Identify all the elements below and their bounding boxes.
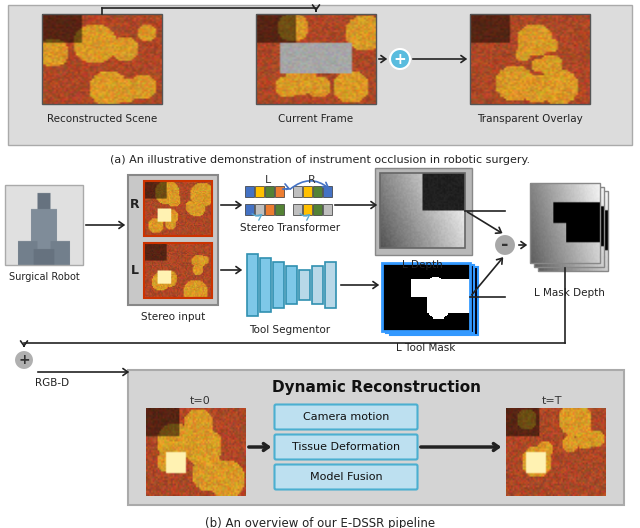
Text: +: +	[394, 52, 406, 67]
Bar	[293, 204, 302, 215]
Bar	[144, 181, 212, 236]
Bar	[534, 187, 604, 267]
Circle shape	[390, 49, 410, 69]
Bar	[470, 14, 590, 104]
Text: L Depth: L Depth	[402, 260, 443, 270]
Bar	[375, 168, 472, 255]
Bar	[303, 204, 312, 215]
Bar	[286, 266, 297, 304]
Bar	[275, 186, 284, 197]
Circle shape	[14, 350, 34, 370]
Bar	[325, 262, 336, 308]
Text: Surgical Robot: Surgical Robot	[8, 272, 79, 282]
Circle shape	[494, 234, 516, 256]
Text: L Tool Mask: L Tool Mask	[396, 343, 456, 353]
FancyBboxPatch shape	[275, 404, 417, 429]
Bar	[275, 204, 284, 215]
Text: +: +	[18, 353, 30, 367]
Text: L: L	[265, 175, 271, 185]
Text: Transparent Overlay: Transparent Overlay	[477, 114, 583, 124]
Bar	[312, 266, 323, 304]
Bar	[299, 270, 310, 300]
Bar	[128, 175, 218, 305]
Bar	[260, 258, 271, 312]
Bar	[313, 186, 322, 197]
Bar	[273, 262, 284, 308]
Text: Stereo input: Stereo input	[141, 312, 205, 322]
Text: Stereo Transformer: Stereo Transformer	[240, 223, 340, 233]
Text: t=0: t=0	[189, 396, 211, 406]
Text: (b) An overview of our E-DSSR pipeline: (b) An overview of our E-DSSR pipeline	[205, 517, 435, 528]
Bar	[255, 186, 264, 197]
Bar	[247, 254, 258, 316]
Bar	[255, 204, 264, 215]
Bar	[323, 186, 332, 197]
Text: L Mask Depth: L Mask Depth	[534, 288, 604, 298]
Bar	[380, 173, 465, 248]
Text: Tissue Deformation: Tissue Deformation	[292, 442, 400, 452]
Bar	[303, 186, 312, 197]
Text: Current Frame: Current Frame	[278, 114, 353, 124]
Bar	[144, 243, 212, 298]
Text: Tool Segmentor: Tool Segmentor	[250, 325, 331, 335]
Bar	[245, 204, 254, 215]
Bar	[382, 263, 470, 331]
Text: RGB-D: RGB-D	[35, 378, 69, 388]
Bar	[128, 370, 624, 505]
Bar	[265, 204, 274, 215]
Text: -: -	[501, 236, 509, 254]
Text: L: L	[131, 263, 139, 277]
Text: Dynamic Reconstruction: Dynamic Reconstruction	[271, 380, 481, 395]
Bar	[390, 267, 478, 335]
Text: Camera motion: Camera motion	[303, 412, 389, 422]
FancyBboxPatch shape	[275, 435, 417, 459]
Text: Reconstructed Scene: Reconstructed Scene	[47, 114, 157, 124]
FancyBboxPatch shape	[275, 465, 417, 489]
Bar	[42, 14, 162, 104]
Bar	[386, 265, 474, 333]
Bar	[8, 5, 632, 145]
Text: (a) An illustrative demonstration of instrument occlusion in robotic surgery.: (a) An illustrative demonstration of ins…	[110, 155, 530, 165]
Text: R: R	[130, 199, 140, 212]
Bar	[538, 191, 608, 271]
Bar	[5, 185, 83, 265]
Text: t=T: t=T	[541, 396, 563, 406]
Text: R: R	[308, 175, 316, 185]
Bar	[245, 186, 254, 197]
Bar	[256, 14, 376, 104]
Bar	[293, 186, 302, 197]
Text: Model Fusion: Model Fusion	[310, 472, 382, 482]
Bar	[313, 204, 322, 215]
Bar	[265, 186, 274, 197]
Bar	[323, 204, 332, 215]
Bar	[530, 183, 600, 263]
